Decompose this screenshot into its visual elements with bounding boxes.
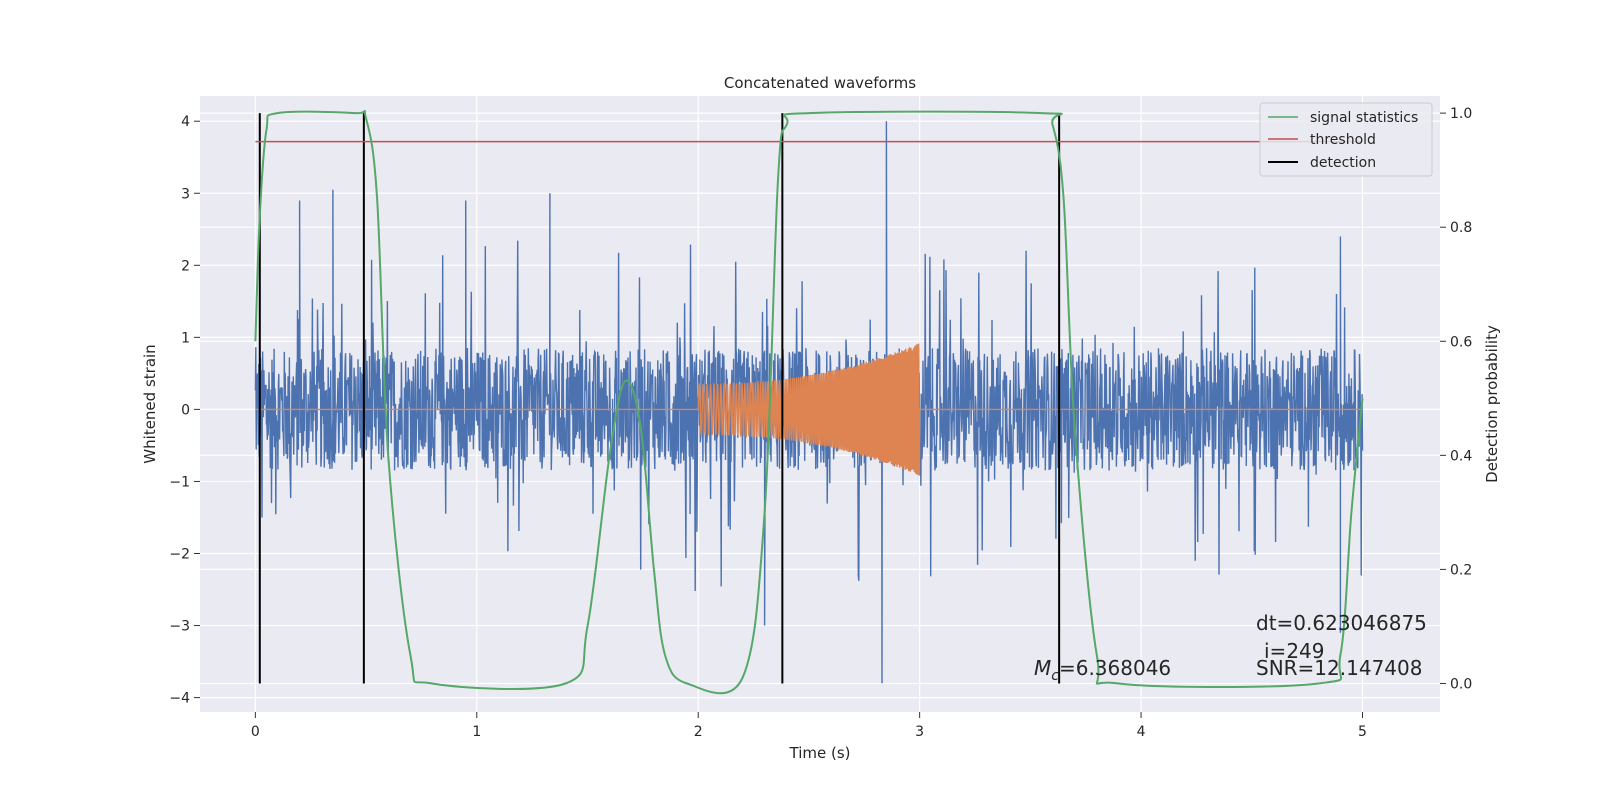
x-tick-label: 4 (1137, 724, 1146, 740)
y-tick-label: −1 (169, 474, 190, 490)
annotation-mc-value: =6.368046 (1059, 656, 1171, 680)
y-tick-label: 0 (181, 402, 190, 418)
y-tick-label: −4 (169, 691, 190, 707)
y-right-tick-label: 0.6 (1450, 334, 1472, 350)
legend-label-statistics: signal statistics (1310, 110, 1418, 126)
annotation-snr: SNR=12.147408 (1256, 656, 1422, 680)
legend: signal statistics threshold detection (1259, 102, 1433, 177)
annotation-mc-sub: c (1051, 668, 1059, 684)
y-tick-label: 1 (181, 330, 190, 346)
signal-statistics-line (254, 109, 1364, 695)
y-right-tick-label: 0.2 (1450, 562, 1472, 578)
annotation-mc-symbol: M (1034, 656, 1051, 680)
axis-ticks: 0 1 2 3 4 5 −4 −3 −2 −1 0 1 2 3 4 0.0 0.2 0.4 0.6 0.8 1.0 (169, 106, 1472, 740)
y-right-tick-label: 0.4 (1450, 448, 1472, 464)
annotation-index: i=249 (1264, 639, 1325, 663)
y-tick-label: 3 (181, 186, 190, 202)
y-tick-label: 2 (181, 258, 190, 274)
legend-label-threshold: threshold (1310, 132, 1376, 148)
x-axis-label: Time (s) (789, 744, 851, 762)
y-right-tick-label: 1.0 (1450, 106, 1472, 122)
noise-line (254, 121, 1364, 684)
x-tick-label: 0 (251, 724, 260, 740)
y-axis-label-left: Whitened strain (141, 344, 159, 463)
y-tick-label: −3 (169, 619, 190, 635)
y-axis-label-right: Detection probability (1483, 325, 1501, 483)
legend-label-detection: detection (1310, 155, 1376, 171)
y-tick-label: 4 (181, 114, 190, 130)
y-right-tick-label: 0.8 (1450, 220, 1472, 236)
x-tick-label: 3 (915, 724, 924, 740)
x-tick-label: 5 (1358, 724, 1367, 740)
noise-series (254, 121, 1364, 684)
x-tick-label: 2 (694, 724, 703, 740)
annotation-dt: dt=0.623046875 (1256, 611, 1427, 635)
chirp-signal-series (255, 343, 1363, 476)
y-tick-label: −2 (169, 546, 190, 562)
chart-title: Concatenated waveforms (724, 74, 916, 92)
y-right-tick-label: 0.0 (1450, 676, 1472, 692)
signal-statistics-series (254, 109, 1364, 695)
chirp-signal-line (255, 343, 1363, 476)
x-tick-label: 1 (472, 724, 481, 740)
annotation-chirp-mass: Mc=6.368046 (1034, 656, 1171, 684)
legend-box (1259, 102, 1433, 177)
